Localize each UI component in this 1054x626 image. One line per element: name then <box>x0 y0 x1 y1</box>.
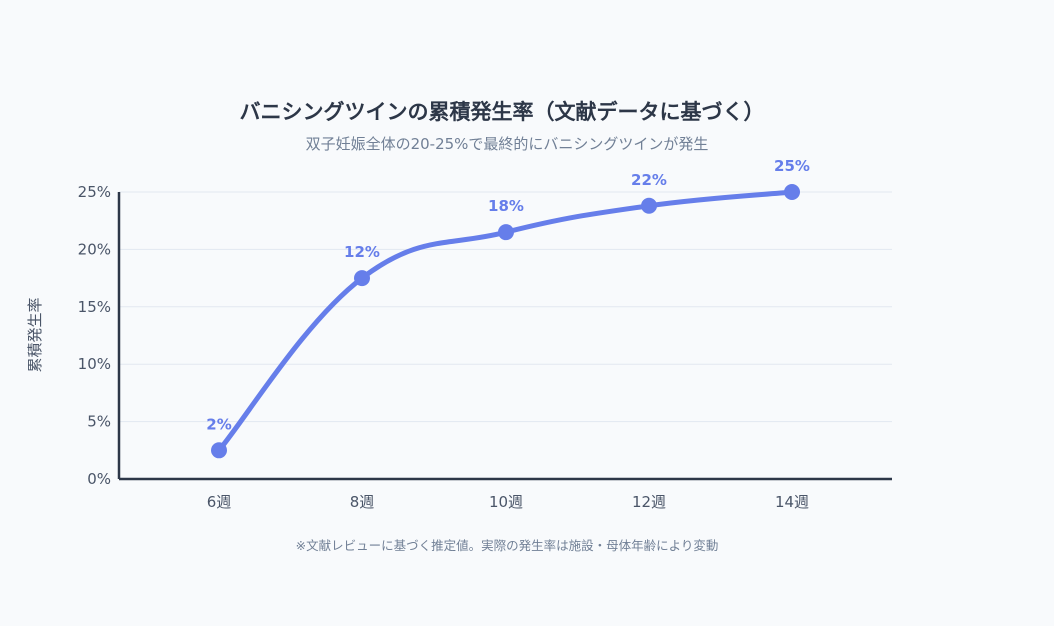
chart-subtitle: 双子妊娠全体の20-25%で最終的にバニシングツインが発生 <box>306 135 709 153</box>
axes <box>117 192 892 481</box>
y-axis-ticks: 0% 5% 10% 15% 20% 25% <box>78 183 111 488</box>
data-point <box>354 270 370 287</box>
footnote: ※文献レビューに基づく推定値。実際の発生率は施設・母体年齢により変動 <box>296 538 719 553</box>
y-tick-label: 10% <box>78 355 111 373</box>
data-labels: 2% 12% 18% 22% 25% <box>206 157 810 433</box>
y-axis-label: 累積発生率 <box>26 297 44 372</box>
y-tick-label: 15% <box>78 298 111 316</box>
series-line <box>216 189 795 453</box>
data-label: 22% <box>631 171 667 189</box>
data-point <box>641 197 657 214</box>
data-point <box>784 184 800 200</box>
data-label: 18% <box>488 197 524 215</box>
y-tick-label: 0% <box>87 470 111 488</box>
y-tick-label: 25% <box>78 183 111 201</box>
y-tick-label: 5% <box>87 413 111 431</box>
grid-layer <box>119 191 892 423</box>
x-tick-label: 10週 <box>489 493 523 511</box>
chart-title: バニシングツインの累積発生率（文献データに基づく） <box>240 100 765 124</box>
x-axis-ticks: 6週 8週 10週 12週 14週 <box>207 493 809 511</box>
data-point <box>211 442 227 459</box>
data-points <box>211 184 800 459</box>
x-tick-label: 6週 <box>207 493 232 511</box>
data-label: 25% <box>774 157 810 175</box>
x-tick-label: 14週 <box>775 493 809 511</box>
y-tick-label: 20% <box>78 240 111 258</box>
data-label: 2% <box>206 415 231 433</box>
data-point <box>498 224 514 241</box>
x-tick-label: 8週 <box>350 493 375 511</box>
data-label: 12% <box>344 243 380 261</box>
x-tick-label: 12週 <box>632 493 666 511</box>
